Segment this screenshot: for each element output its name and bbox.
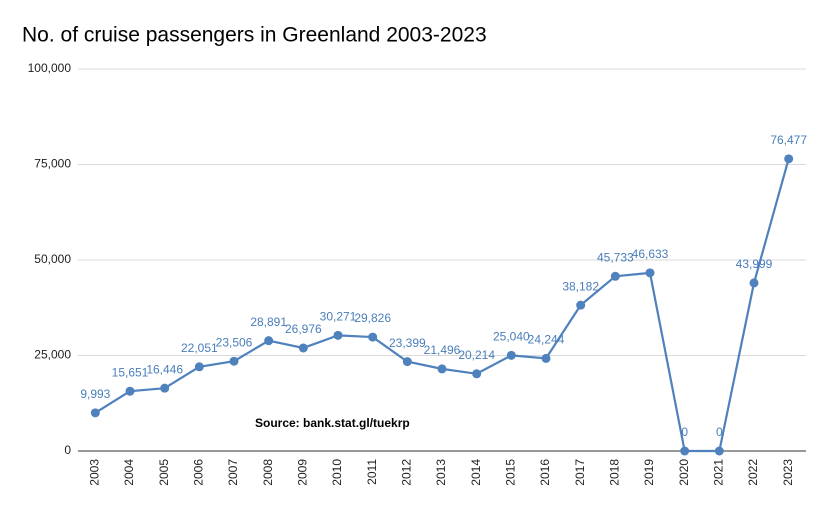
data-label: 21,496 bbox=[424, 343, 461, 357]
x-tick-label: 2008 bbox=[261, 459, 275, 486]
data-label: 23,506 bbox=[216, 335, 253, 349]
data-point bbox=[714, 446, 724, 456]
chart-title: No. of cruise passengers in Greenland 20… bbox=[22, 24, 487, 47]
data-label: 25,040 bbox=[493, 330, 530, 344]
x-tick-label: 2003 bbox=[88, 459, 102, 486]
data-point bbox=[160, 383, 170, 393]
data-point bbox=[229, 356, 239, 366]
data-point bbox=[194, 362, 204, 372]
data-label: 29,826 bbox=[354, 311, 391, 325]
data-label: 20,214 bbox=[458, 348, 495, 362]
x-tick-label: 2004 bbox=[122, 459, 136, 486]
x-tick-label: 2018 bbox=[608, 459, 622, 486]
data-point bbox=[680, 446, 690, 456]
data-point bbox=[125, 386, 135, 396]
data-point bbox=[264, 336, 274, 346]
data-point bbox=[298, 343, 308, 353]
data-label: 0 bbox=[681, 425, 688, 439]
data-point bbox=[541, 353, 551, 363]
data-point bbox=[90, 408, 100, 418]
y-tick-label: 0 bbox=[64, 443, 71, 457]
data-label: 16,446 bbox=[146, 362, 183, 376]
x-tick-label: 2012 bbox=[400, 459, 414, 486]
data-label: 28,891 bbox=[250, 315, 287, 329]
x-tick-label: 2015 bbox=[504, 459, 518, 486]
x-tick-label: 2006 bbox=[192, 459, 206, 486]
x-tick-label: 2011 bbox=[365, 459, 379, 485]
data-point bbox=[333, 330, 343, 340]
data-label: 30,271 bbox=[320, 310, 357, 324]
data-label: 23,399 bbox=[389, 336, 426, 350]
data-label: 22,051 bbox=[181, 341, 218, 355]
x-tick-label: 2005 bbox=[157, 459, 171, 486]
x-tick-label: 2014 bbox=[469, 459, 483, 486]
y-tick-label: 25,000 bbox=[34, 348, 71, 362]
y-tick-label: 100,000 bbox=[28, 61, 72, 75]
x-tick-label: 2017 bbox=[573, 459, 587, 486]
x-tick-label: 2007 bbox=[226, 459, 240, 486]
data-point bbox=[402, 357, 412, 367]
data-point bbox=[749, 278, 759, 288]
y-tick-label: 75,000 bbox=[34, 157, 71, 171]
data-label: 24,244 bbox=[528, 333, 565, 347]
x-tick-label: 2009 bbox=[296, 459, 310, 486]
data-label: 46,633 bbox=[632, 247, 669, 261]
x-tick-label: 2010 bbox=[330, 459, 344, 486]
data-label: 45,733 bbox=[597, 250, 634, 264]
data-label: 76,477 bbox=[770, 133, 807, 147]
x-tick-label: 2013 bbox=[434, 459, 448, 486]
data-label: 9,993 bbox=[80, 387, 110, 401]
data-label: 15,651 bbox=[112, 365, 149, 379]
x-tick-label: 2022 bbox=[746, 459, 760, 486]
data-point bbox=[437, 364, 447, 374]
data-point bbox=[368, 332, 378, 342]
x-tick-label: 2021 bbox=[712, 459, 726, 486]
data-label: 26,976 bbox=[285, 322, 322, 336]
data-line bbox=[94, 158, 790, 453]
data-point bbox=[610, 271, 620, 281]
data-point bbox=[645, 268, 655, 278]
x-tick-label: 2016 bbox=[538, 459, 552, 486]
x-tick-label: 2019 bbox=[642, 459, 656, 486]
data-point bbox=[472, 369, 482, 379]
data-point bbox=[506, 350, 516, 360]
data-label: 0 bbox=[716, 425, 723, 439]
data-point bbox=[576, 300, 586, 310]
data-point bbox=[784, 154, 794, 164]
source-note: Source: bank.stat.gl/tuekrp bbox=[255, 416, 410, 430]
data-label: 43,999 bbox=[736, 257, 773, 271]
x-tick-label: 2023 bbox=[781, 459, 795, 486]
x-tick-label: 2020 bbox=[677, 459, 691, 486]
y-tick-label: 50,000 bbox=[34, 252, 71, 266]
data-label: 38,182 bbox=[562, 279, 599, 293]
